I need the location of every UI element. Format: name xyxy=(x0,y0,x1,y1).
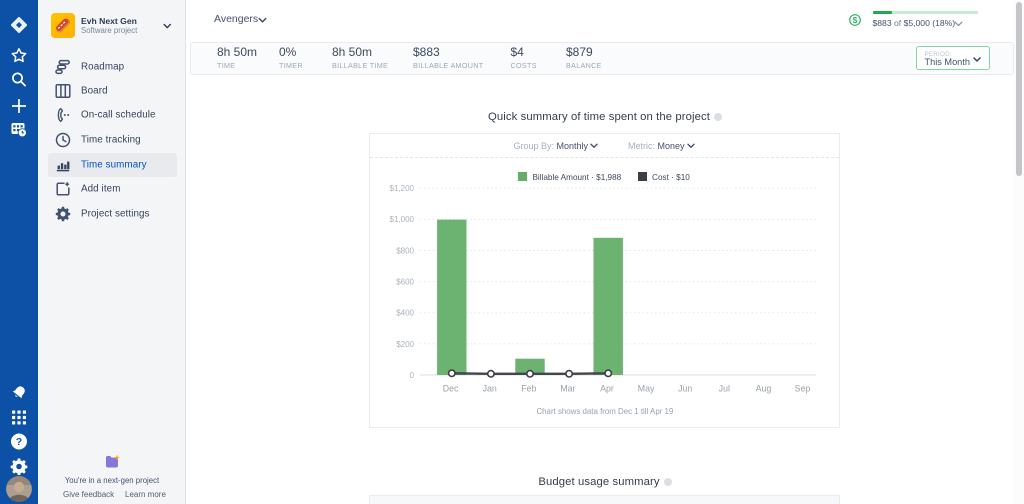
svg-text:$400: $400 xyxy=(396,309,414,318)
svg-text:0: 0 xyxy=(409,371,414,380)
svg-text:$200: $200 xyxy=(396,340,414,349)
svg-text:Feb: Feb xyxy=(521,384,536,394)
svg-text:Jun: Jun xyxy=(678,384,692,394)
svg-text:?: ? xyxy=(16,436,22,448)
svg-text:May: May xyxy=(637,384,654,394)
svg-text:$: $ xyxy=(853,16,858,25)
svg-text:Chart shows data from Dec 1 ti: Chart shows data from Dec 1 till Apr 19 xyxy=(536,407,673,416)
svg-text:$1,000: $1,000 xyxy=(389,215,414,224)
svg-text:$800: $800 xyxy=(396,247,414,256)
svg-text:$1,200: $1,200 xyxy=(389,184,414,193)
svg-text:Jul: Jul xyxy=(718,384,729,394)
svg-text:Apr: Apr xyxy=(600,384,614,394)
svg-text:Mar: Mar xyxy=(560,384,575,394)
svg-text:Sep: Sep xyxy=(794,384,810,394)
svg-text:Aug: Aug xyxy=(755,384,771,394)
svg-text:Jan: Jan xyxy=(482,384,496,394)
svg-text:Dec: Dec xyxy=(442,384,458,394)
svg-text:$600: $600 xyxy=(396,278,414,287)
